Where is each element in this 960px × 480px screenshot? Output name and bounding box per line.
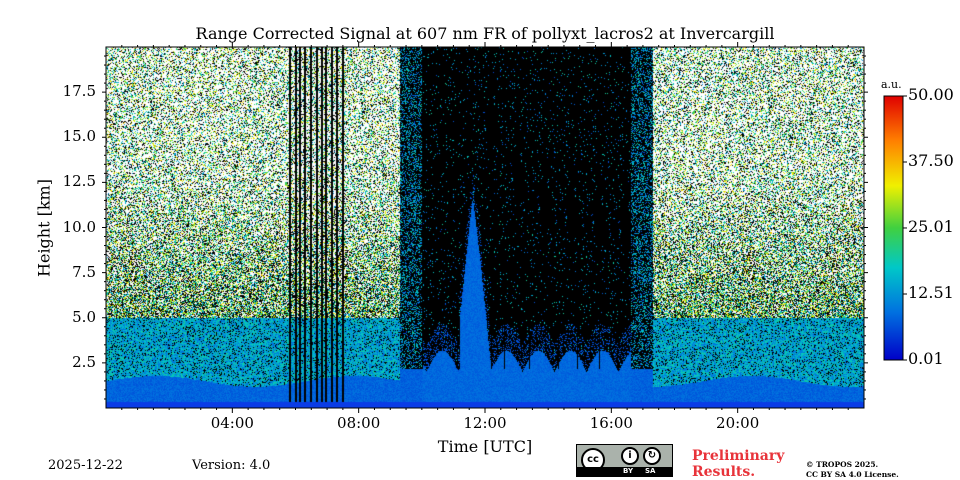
preliminary-notice: Preliminary Results. <box>692 448 784 480</box>
colorbar-ticks <box>903 95 907 361</box>
by-icon: i <box>621 447 639 465</box>
preliminary-line-2: Results. <box>692 464 756 480</box>
x-tick-label: 08:00 <box>337 414 381 432</box>
x-tick-label: 16:00 <box>589 414 633 432</box>
colorbar <box>883 95 904 361</box>
y-tick-label: 15.0 <box>62 127 96 146</box>
axis-ticks <box>102 42 868 413</box>
preliminary-line-1: Preliminary <box>692 448 785 464</box>
colorbar-unit: a.u. <box>881 78 902 91</box>
y-tick-label: 2.5 <box>72 352 96 371</box>
y-tick-label: 5.0 <box>72 307 96 326</box>
colorbar-tick-label: 37.50 <box>908 151 954 170</box>
colorbar-tick-label: 12.51 <box>908 282 954 302</box>
heatmap-area <box>106 47 864 408</box>
colorbar-tick-label: 50.00 <box>908 85 954 104</box>
cc-by-text: BY <box>623 467 634 475</box>
colorbar-tick-label: 0.01 <box>908 349 944 368</box>
date-label: 2025-12-22 <box>48 458 123 473</box>
cc-sa-text: SA <box>645 467 656 475</box>
y-axis-label: Height [km] <box>34 179 54 277</box>
x-tick-label: 20:00 <box>716 414 760 432</box>
signal-heatmap <box>106 47 864 408</box>
y-tick-label: 17.5 <box>62 82 96 101</box>
y-tick-label: 7.5 <box>72 262 96 281</box>
x-tick-label: 04:00 <box>210 414 254 432</box>
chart-title: Range Corrected Signal at 607 nm FR of p… <box>195 24 775 43</box>
x-axis-label: Time [UTC] <box>437 437 533 456</box>
cc-license-badge: cc i ↻ BY SA <box>576 444 673 477</box>
copyright-notice: © TROPOS 2025. CC BY SA 4.0 License. <box>806 460 899 480</box>
y-tick-label: 10.0 <box>62 217 96 236</box>
copyright-line-1: © TROPOS 2025. <box>806 460 879 469</box>
y-tick-label: 12.5 <box>62 172 96 191</box>
cc-badge-bar <box>577 467 672 476</box>
copyright-line-2: CC BY SA 4.0 License. <box>806 470 899 479</box>
x-tick-label: 12:00 <box>463 414 507 432</box>
sa-icon: ↻ <box>643 447 661 465</box>
colorbar-tick-label: 25.01 <box>908 216 954 236</box>
version-label: Version: 4.0 <box>192 458 271 473</box>
